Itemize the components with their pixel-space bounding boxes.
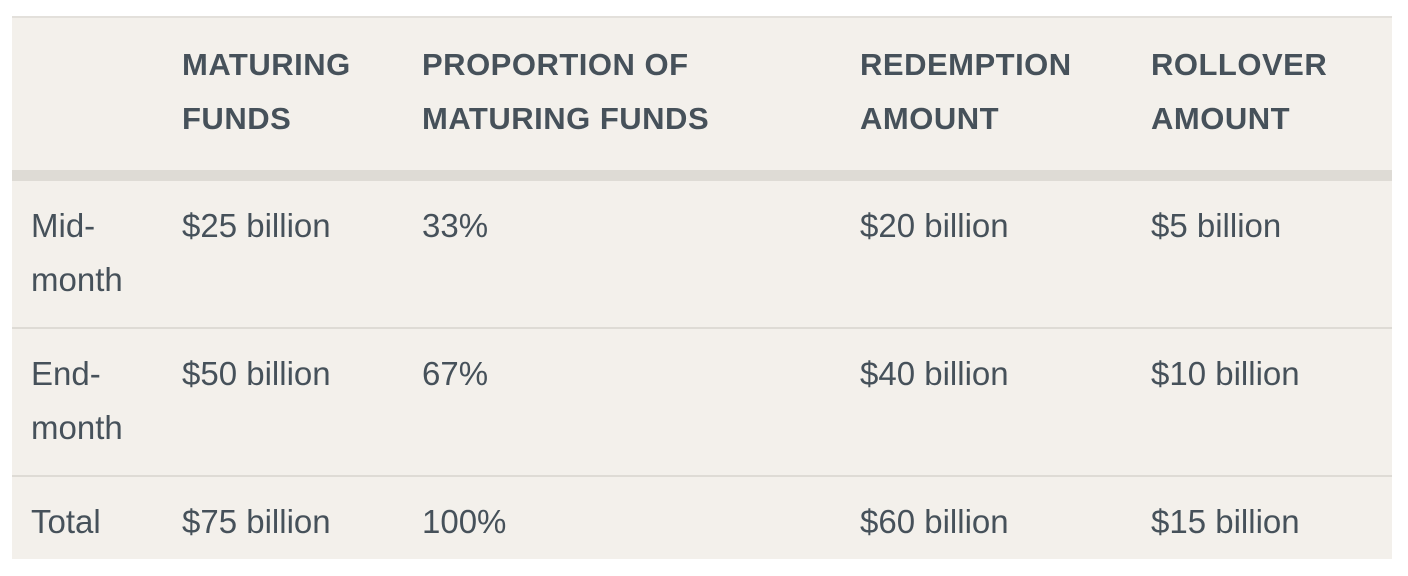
header-period — [12, 18, 163, 176]
cell-proportion: 33% — [422, 207, 489, 244]
cell-proportion: 67% — [422, 355, 489, 392]
cell-period: End-month — [31, 355, 123, 446]
cell-redemption-amount: $20 billion — [860, 207, 1009, 244]
header-maturing-funds: MATURING FUNDS — [182, 47, 351, 136]
maturing-funds-table: MATURING FUNDS PROPORTION OF MATURING FU… — [12, 18, 1392, 569]
cell-maturing-funds: $50 billion — [182, 355, 331, 392]
table-row: End-month $50 billion 67% $40 billion $1… — [12, 328, 1392, 476]
cell-rollover-amount: $15 billion — [1151, 503, 1300, 540]
table-header-row: MATURING FUNDS PROPORTION OF MATURING FU… — [12, 18, 1392, 176]
cell-period: Total — [31, 503, 101, 540]
cell-proportion: 100% — [422, 503, 507, 540]
cell-rollover-amount: $10 billion — [1151, 355, 1300, 392]
header-proportion: PROPORTION OF MATURING FUNDS — [422, 47, 710, 136]
cell-maturing-funds: $75 billion — [182, 503, 331, 540]
cell-maturing-funds: $25 billion — [182, 207, 331, 244]
table-row: Mid-month $25 billion 33% $20 billion $5… — [12, 176, 1392, 328]
cell-redemption-amount: $40 billion — [860, 355, 1009, 392]
table-row-total: Total $75 billion 100% $60 billion $15 b… — [12, 476, 1392, 569]
cell-period: Mid-month — [31, 207, 123, 298]
header-rollover-amount: ROLLOVER AMOUNT — [1151, 47, 1328, 136]
cell-rollover-amount: $5 billion — [1151, 207, 1282, 244]
funds-table-container: MATURING FUNDS PROPORTION OF MATURING FU… — [12, 16, 1392, 559]
header-redemption-amount: REDEMPTION AMOUNT — [860, 47, 1072, 136]
cell-redemption-amount: $60 billion — [860, 503, 1009, 540]
